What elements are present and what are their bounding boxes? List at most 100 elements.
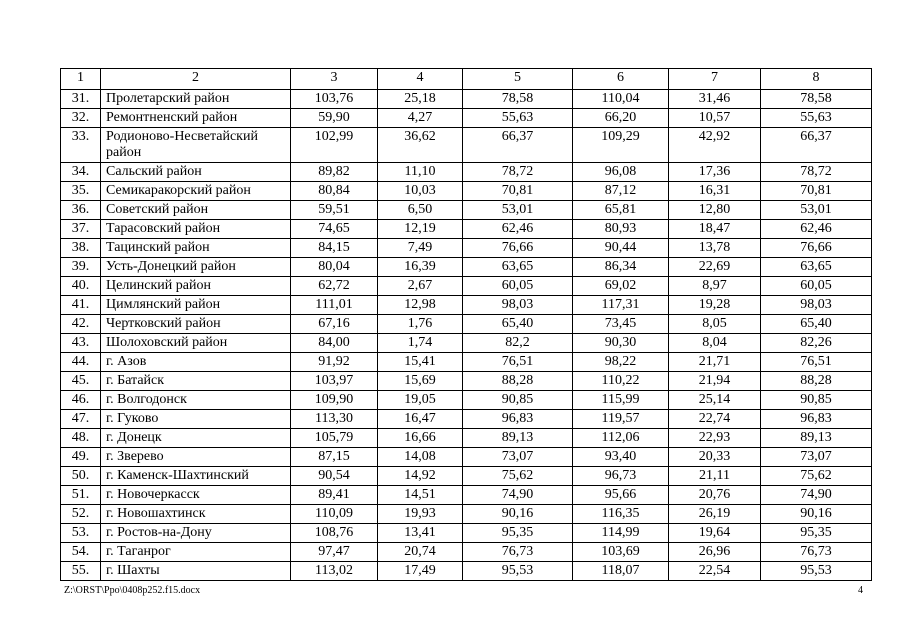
table-row: 41. Цимлянский район 111,01 12,98 98,03 117,3…	[60, 295, 872, 315]
column-header-6: 6	[572, 68, 669, 90]
value-cell: 96,83	[760, 409, 872, 429]
row-number-cell: 36.	[60, 200, 101, 220]
district-name-cell: Целинский район	[100, 276, 291, 296]
value-cell: 22,69	[668, 257, 761, 277]
table-row: 55. г. Шахты 113,02 17,49 95,53 118,07 22,54 95…	[60, 561, 872, 581]
value-cell: 115,99	[572, 390, 669, 410]
value-cell: 70,81	[462, 181, 573, 201]
value-cell: 12,98	[377, 295, 463, 315]
value-cell: 26,19	[668, 504, 761, 524]
value-cell: 60,05	[462, 276, 573, 296]
column-header-5: 5	[462, 68, 573, 90]
value-cell: 98,22	[572, 352, 669, 372]
value-cell: 89,41	[290, 485, 378, 505]
table-row: 48. г. Донецк 105,79 16,66 89,13 112,06 22,93 8…	[60, 428, 872, 448]
value-cell: 65,81	[572, 200, 669, 220]
row-number-cell: 37.	[60, 219, 101, 239]
value-cell: 113,02	[290, 561, 378, 581]
value-cell: 19,05	[377, 390, 463, 410]
value-cell: 76,73	[462, 542, 573, 562]
table-row: 52. г. Новошахтинск 110,09 19,93 90,16 116,35…	[60, 504, 872, 524]
value-cell: 84,00	[290, 333, 378, 353]
value-cell: 90,85	[760, 390, 872, 410]
value-cell: 87,12	[572, 181, 669, 201]
column-header-1: 1	[60, 68, 101, 90]
value-cell: 90,54	[290, 466, 378, 486]
value-cell: 84,15	[290, 238, 378, 258]
district-name-cell: г. Азов	[100, 352, 291, 372]
value-cell: 73,07	[462, 447, 573, 467]
value-cell: 53,01	[760, 200, 872, 220]
value-cell: 16,47	[377, 409, 463, 429]
value-cell: 21,94	[668, 371, 761, 391]
value-cell: 82,26	[760, 333, 872, 353]
value-cell: 82,2	[462, 333, 573, 353]
value-cell: 66,37	[462, 127, 573, 163]
row-number-cell: 49.	[60, 447, 101, 467]
value-cell: 8,97	[668, 276, 761, 296]
value-cell: 90,44	[572, 238, 669, 258]
district-name-cell: Шолоховский район	[100, 333, 291, 353]
value-cell: 95,53	[760, 561, 872, 581]
district-name-cell: Чертковский район	[100, 314, 291, 334]
value-cell: 109,90	[290, 390, 378, 410]
value-cell: 12,19	[377, 219, 463, 239]
table-row: 44. г. Азов 91,92 15,41 76,51 98,22 21,71 76,51	[60, 352, 872, 372]
row-number-cell: 46.	[60, 390, 101, 410]
value-cell: 78,72	[760, 162, 872, 182]
table-row: 31. Пролетарский район 103,76 25,18 78,58 110…	[60, 89, 872, 109]
row-number-cell: 45.	[60, 371, 101, 391]
value-cell: 87,15	[290, 447, 378, 467]
value-cell: 95,35	[760, 523, 872, 543]
value-cell: 114,99	[572, 523, 669, 543]
value-cell: 4,27	[377, 108, 463, 128]
value-cell: 96,08	[572, 162, 669, 182]
value-cell: 118,07	[572, 561, 669, 581]
district-name-cell: г. Таганрог	[100, 542, 291, 562]
value-cell: 80,04	[290, 257, 378, 277]
value-cell: 90,16	[760, 504, 872, 524]
value-cell: 110,09	[290, 504, 378, 524]
table-row: 50. г. Каменск-Шахтинский 90,54 14,92 75,62 9…	[60, 466, 872, 486]
value-cell: 63,65	[462, 257, 573, 277]
district-name-cell: Родионово-Несветайский район	[100, 127, 291, 163]
value-cell: 13,41	[377, 523, 463, 543]
table-row: 33. Родионово-Несветайский район 102,99 36,…	[60, 127, 872, 163]
districts-data-table: 1 2 3 4 5 6 7 8 31. Пролетарский район 103…	[60, 68, 872, 581]
table-row: 34. Сальский район 89,82 11,10 78,72 96,08 17,…	[60, 162, 872, 182]
value-cell: 63,65	[760, 257, 872, 277]
table-row: 42. Чертковский район 67,16 1,76 65,40 73,45 8…	[60, 314, 872, 334]
column-header-2: 2	[100, 68, 291, 90]
value-cell: 10,03	[377, 181, 463, 201]
district-name-cell: г. Батайск	[100, 371, 291, 391]
value-cell: 76,73	[760, 542, 872, 562]
value-cell: 69,02	[572, 276, 669, 296]
value-cell: 25,14	[668, 390, 761, 410]
table-row: 36. Советский район 59,51 6,50 53,01 65,81 12,…	[60, 200, 872, 220]
value-cell: 74,90	[760, 485, 872, 505]
value-cell: 65,40	[760, 314, 872, 334]
value-cell: 12,80	[668, 200, 761, 220]
row-number-cell: 34.	[60, 162, 101, 182]
district-name-cell: Семикаракорский район	[100, 181, 291, 201]
table-row: 38. Тацинский район 84,15 7,49 76,66 90,44 13,…	[60, 238, 872, 258]
table-row: 40. Целинский район 62,72 2,67 60,05 69,02 8,9…	[60, 276, 872, 296]
district-name-cell: Советский район	[100, 200, 291, 220]
value-cell: 88,28	[462, 371, 573, 391]
value-cell: 22,54	[668, 561, 761, 581]
value-cell: 110,04	[572, 89, 669, 109]
value-cell: 26,96	[668, 542, 761, 562]
column-header-7: 7	[668, 68, 761, 90]
value-cell: 42,92	[668, 127, 761, 163]
table-row: 32. Ремонтненский район 59,90 4,27 55,63 66,2…	[60, 108, 872, 128]
value-cell: 95,35	[462, 523, 573, 543]
value-cell: 89,82	[290, 162, 378, 182]
row-number-cell: 32.	[60, 108, 101, 128]
value-cell: 95,53	[462, 561, 573, 581]
value-cell: 117,31	[572, 295, 669, 315]
value-cell: 78,72	[462, 162, 573, 182]
district-name-cell: г. Новошахтинск	[100, 504, 291, 524]
table-row: 43. Шолоховский район 84,00 1,74 82,2 90,30 8,…	[60, 333, 872, 353]
value-cell: 113,30	[290, 409, 378, 429]
value-cell: 14,51	[377, 485, 463, 505]
